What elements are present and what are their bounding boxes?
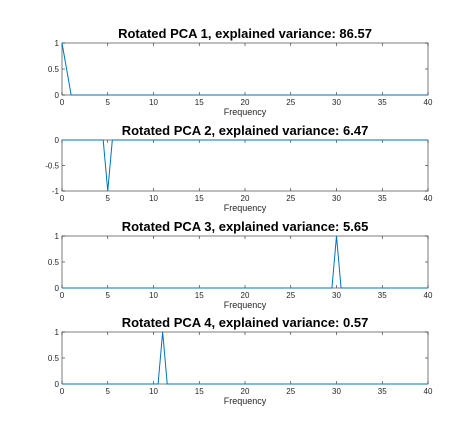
x-tick-label: 35 — [378, 291, 387, 300]
y-tick-label: 0 — [55, 91, 60, 100]
y-tick-label: 0.5 — [48, 258, 60, 267]
x-tick-label: 25 — [286, 387, 295, 396]
x-axis-label: Frequency — [224, 396, 267, 406]
x-tick-label: 0 — [60, 98, 65, 107]
y-tick-label: -0.5 — [45, 162, 59, 171]
subplot-4: Rotated PCA 4, explained variance: 0.57 0… — [48, 315, 433, 406]
y-tick-label: -1 — [52, 187, 60, 196]
x-tick-label: 30 — [332, 98, 341, 107]
y-tick-label: 1 — [55, 39, 60, 48]
x-tick-label: 40 — [424, 387, 433, 396]
x-tick-label: 0 — [60, 194, 65, 203]
subplot-title: Rotated PCA 3, explained variance: 5.65 — [122, 219, 369, 234]
y-tick-label: 1 — [55, 328, 60, 337]
x-tick-label: 30 — [332, 194, 341, 203]
x-axis-label: Frequency — [224, 203, 267, 213]
x-tick-label: 0 — [60, 387, 65, 396]
x-tick-label: 15 — [195, 291, 204, 300]
x-tick-label: 25 — [286, 291, 295, 300]
x-tick-label: 5 — [106, 194, 111, 203]
subplot-2: Rotated PCA 2, explained variance: 6.47 0… — [45, 123, 433, 213]
x-tick-label: 5 — [106, 387, 111, 396]
x-tick-label: 15 — [195, 387, 204, 396]
x-tick-label: 35 — [378, 387, 387, 396]
y-tick-label: 0.5 — [48, 65, 60, 74]
x-axis-label: Frequency — [224, 300, 267, 310]
series-line — [62, 139, 428, 192]
y-tick-label: 0 — [55, 380, 60, 389]
axes-box — [61, 235, 429, 289]
x-tick-label: 40 — [424, 98, 433, 107]
x-tick-label: 40 — [424, 291, 433, 300]
x-tick-label: 10 — [149, 291, 158, 300]
y-tick-label: 0.5 — [48, 354, 60, 363]
subplot-title: Rotated PCA 4, explained variance: 0.57 — [122, 315, 369, 330]
x-tick-label: 25 — [286, 98, 295, 107]
x-tick-label: 35 — [378, 98, 387, 107]
x-tick-label: 10 — [149, 194, 158, 203]
subplot-1: Rotated PCA 1, explained variance: 86.57… — [48, 26, 433, 117]
subplot-3: Rotated PCA 3, explained variance: 5.65 0… — [48, 219, 433, 310]
x-tick-label: 30 — [332, 387, 341, 396]
x-tick-label: 15 — [195, 98, 204, 107]
x-tick-label: 5 — [106, 291, 111, 300]
x-tick-label: 20 — [241, 291, 250, 300]
y-tick-label: 0 — [55, 136, 60, 145]
x-tick-label: 20 — [241, 387, 250, 396]
x-tick-label: 20 — [241, 194, 250, 203]
series-line — [62, 235, 428, 289]
axes-box — [61, 42, 429, 96]
x-tick-label: 25 — [286, 194, 295, 203]
x-tick-label: 10 — [149, 98, 158, 107]
x-tick-label: 0 — [60, 291, 65, 300]
x-tick-label: 20 — [241, 98, 250, 107]
series-line — [62, 331, 428, 385]
axes-box — [61, 331, 429, 385]
series-line — [61, 42, 428, 96]
y-tick-label: 1 — [55, 232, 60, 241]
x-tick-label: 30 — [332, 291, 341, 300]
x-tick-label: 35 — [378, 194, 387, 203]
y-tick-label: 0 — [55, 284, 60, 293]
x-tick-label: 40 — [424, 194, 433, 203]
x-tick-label: 5 — [106, 98, 111, 107]
x-axis-label: Frequency — [224, 107, 267, 117]
subplot-title: Rotated PCA 1, explained variance: 86.57 — [118, 26, 372, 41]
subplot-title: Rotated PCA 2, explained variance: 6.47 — [122, 123, 369, 138]
axes-box — [61, 139, 429, 192]
x-tick-label: 15 — [195, 194, 204, 203]
x-tick-label: 10 — [149, 387, 158, 396]
